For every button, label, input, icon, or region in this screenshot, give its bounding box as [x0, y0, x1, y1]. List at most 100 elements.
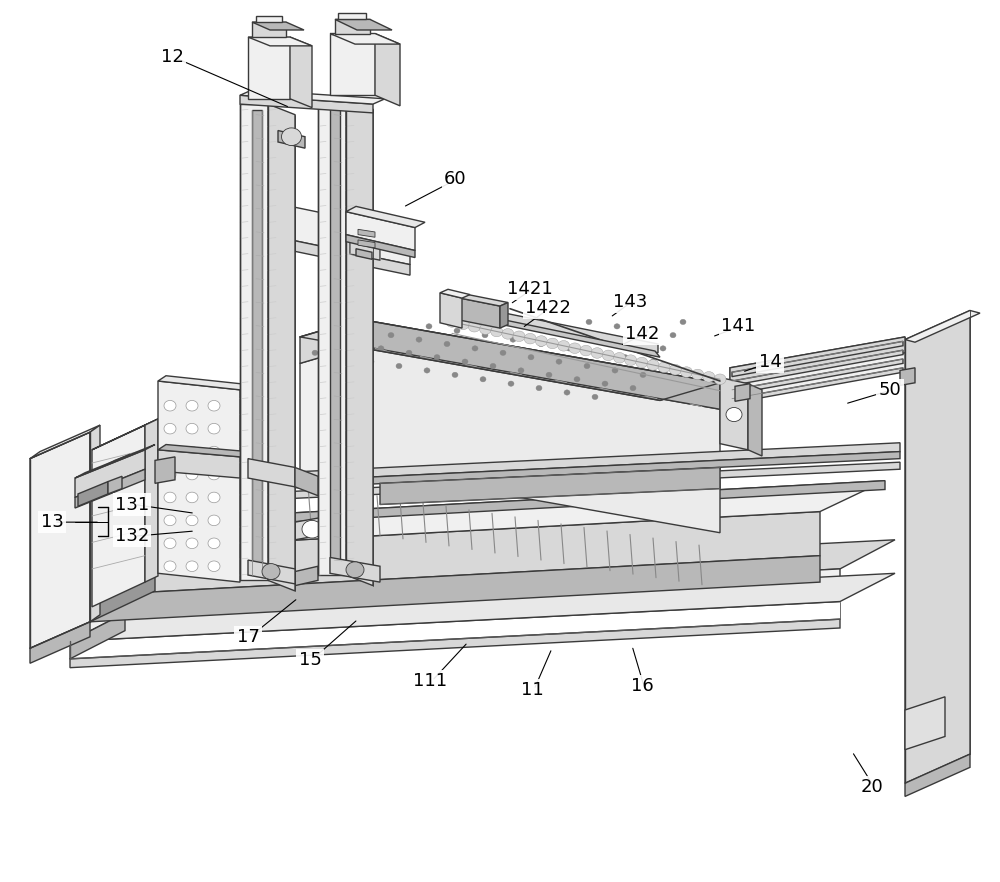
Polygon shape — [295, 207, 410, 265]
Polygon shape — [108, 476, 122, 494]
Circle shape — [462, 359, 468, 364]
Circle shape — [538, 341, 544, 347]
Polygon shape — [356, 234, 372, 244]
Circle shape — [612, 368, 618, 373]
Polygon shape — [30, 432, 90, 648]
Circle shape — [446, 317, 458, 327]
Circle shape — [660, 346, 666, 351]
Circle shape — [322, 337, 328, 342]
Polygon shape — [330, 104, 340, 570]
Circle shape — [703, 371, 715, 382]
Text: 15: 15 — [299, 651, 321, 669]
Polygon shape — [905, 310, 970, 783]
Circle shape — [584, 363, 590, 369]
Polygon shape — [70, 540, 895, 609]
Polygon shape — [720, 377, 748, 450]
Polygon shape — [145, 419, 158, 582]
Circle shape — [602, 350, 614, 361]
Circle shape — [282, 128, 302, 146]
Polygon shape — [732, 341, 903, 377]
Circle shape — [208, 400, 220, 411]
Polygon shape — [735, 384, 750, 401]
Text: 16: 16 — [631, 677, 653, 695]
Text: 60: 60 — [444, 170, 466, 188]
Polygon shape — [375, 34, 400, 106]
Polygon shape — [158, 445, 248, 457]
Circle shape — [186, 446, 198, 457]
Circle shape — [312, 350, 318, 355]
Text: 111: 111 — [413, 672, 447, 690]
Polygon shape — [256, 16, 282, 22]
Polygon shape — [300, 319, 360, 363]
Text: 131: 131 — [115, 496, 149, 513]
Polygon shape — [900, 368, 915, 385]
Circle shape — [632, 341, 638, 347]
Polygon shape — [90, 481, 885, 551]
Polygon shape — [70, 573, 895, 641]
Polygon shape — [295, 516, 330, 540]
Polygon shape — [252, 22, 286, 37]
Circle shape — [640, 372, 646, 377]
Polygon shape — [158, 381, 240, 582]
Circle shape — [714, 374, 726, 385]
Circle shape — [186, 400, 198, 411]
Circle shape — [208, 538, 220, 549]
Circle shape — [613, 353, 626, 363]
Circle shape — [604, 337, 610, 342]
Text: 132: 132 — [115, 527, 149, 545]
Polygon shape — [295, 241, 410, 275]
Polygon shape — [460, 295, 508, 306]
Circle shape — [208, 469, 220, 480]
Circle shape — [500, 350, 506, 355]
Circle shape — [406, 350, 412, 355]
Circle shape — [524, 333, 536, 344]
Polygon shape — [358, 229, 375, 237]
Circle shape — [574, 377, 580, 382]
Polygon shape — [240, 104, 268, 580]
Circle shape — [208, 492, 220, 503]
Circle shape — [535, 336, 547, 347]
Text: 14: 14 — [759, 353, 781, 370]
Circle shape — [208, 515, 220, 526]
Circle shape — [186, 515, 198, 526]
Circle shape — [576, 333, 582, 338]
Circle shape — [186, 492, 198, 503]
Circle shape — [680, 367, 692, 377]
Circle shape — [468, 321, 480, 332]
Circle shape — [480, 377, 486, 382]
Polygon shape — [360, 319, 720, 409]
Text: 11: 11 — [521, 681, 543, 699]
Polygon shape — [70, 619, 840, 668]
Circle shape — [482, 333, 488, 338]
Circle shape — [566, 346, 572, 351]
Circle shape — [669, 364, 681, 375]
Circle shape — [647, 360, 659, 370]
Circle shape — [434, 355, 440, 360]
Polygon shape — [300, 346, 360, 487]
Circle shape — [508, 381, 514, 386]
Circle shape — [528, 355, 534, 360]
Polygon shape — [90, 425, 100, 622]
Polygon shape — [158, 376, 248, 390]
Circle shape — [564, 390, 570, 395]
Polygon shape — [905, 310, 980, 342]
Circle shape — [658, 362, 670, 372]
Circle shape — [164, 561, 176, 572]
Polygon shape — [78, 482, 108, 506]
Polygon shape — [350, 216, 380, 260]
Polygon shape — [732, 359, 903, 394]
Circle shape — [480, 324, 492, 334]
Circle shape — [368, 359, 374, 364]
Polygon shape — [300, 319, 720, 400]
Text: 17: 17 — [237, 628, 259, 646]
Circle shape — [636, 357, 648, 368]
Polygon shape — [155, 457, 175, 483]
Circle shape — [625, 355, 637, 365]
Polygon shape — [295, 467, 318, 496]
Circle shape — [444, 341, 450, 347]
Circle shape — [472, 346, 478, 351]
Circle shape — [518, 368, 524, 373]
Polygon shape — [905, 754, 970, 796]
Polygon shape — [92, 460, 115, 492]
Circle shape — [580, 345, 592, 355]
